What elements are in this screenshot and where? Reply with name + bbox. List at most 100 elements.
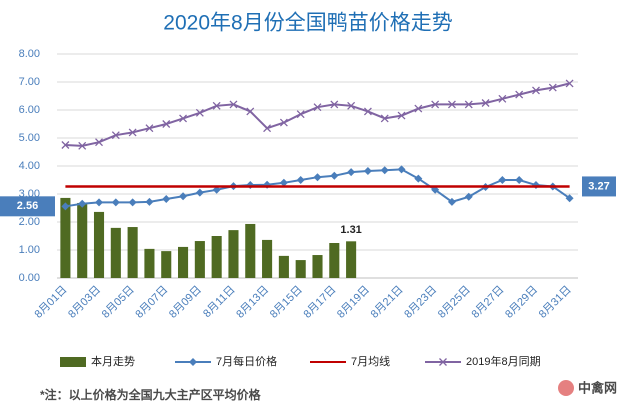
x-tick-label: 8月11日 bbox=[201, 284, 237, 320]
point bbox=[515, 90, 524, 99]
note: *注：以上价格为全国九大主产区平均价格 bbox=[40, 387, 262, 402]
point bbox=[330, 171, 339, 180]
point bbox=[515, 176, 524, 184]
x-tick-label: 8月17日 bbox=[301, 284, 338, 321]
point bbox=[481, 99, 490, 107]
x-tick-label: 8月31日 bbox=[537, 284, 574, 321]
x-tick-label: 8月23日 bbox=[402, 284, 439, 321]
point bbox=[464, 100, 473, 109]
bar bbox=[127, 227, 138, 278]
point bbox=[565, 194, 574, 203]
y-tick-label: 0.00 bbox=[19, 272, 40, 284]
point bbox=[447, 100, 456, 109]
y-tick-label: 6.00 bbox=[19, 104, 40, 116]
x-tick-label: 8月15日 bbox=[268, 284, 305, 321]
point bbox=[548, 83, 557, 92]
bar bbox=[77, 202, 88, 278]
point bbox=[246, 107, 255, 116]
bar bbox=[110, 227, 121, 278]
point bbox=[229, 100, 238, 109]
point bbox=[347, 168, 356, 177]
point bbox=[380, 114, 389, 123]
point bbox=[162, 195, 171, 204]
data-label: 1.31 bbox=[340, 224, 361, 236]
point bbox=[128, 198, 137, 207]
y-tick-label: 8.00 bbox=[19, 48, 40, 60]
point bbox=[279, 178, 288, 187]
bar bbox=[178, 246, 189, 278]
point bbox=[414, 104, 423, 113]
legend-label: 2019年8月同期 bbox=[466, 354, 541, 368]
x-tick-label: 8月05日 bbox=[100, 284, 137, 321]
point bbox=[145, 197, 154, 206]
chart-title: 2020年8月份全国鸭苗价格走势 bbox=[163, 12, 452, 35]
point bbox=[111, 198, 120, 207]
point bbox=[532, 86, 540, 95]
y-tick-label: 1.00 bbox=[19, 244, 40, 256]
point bbox=[414, 174, 423, 183]
x-tick-label: 8月01日 bbox=[33, 284, 70, 321]
point bbox=[313, 173, 322, 182]
point bbox=[565, 79, 574, 88]
point bbox=[380, 166, 389, 175]
data-label-box bbox=[582, 176, 616, 197]
brand: 中禽网 bbox=[578, 380, 617, 395]
x-tick-label: 8月19日 bbox=[335, 284, 372, 321]
point bbox=[212, 101, 221, 110]
bar bbox=[346, 241, 357, 278]
bar bbox=[228, 230, 239, 278]
point bbox=[61, 141, 70, 149]
x-tick-label: 8月13日 bbox=[234, 284, 271, 321]
bar bbox=[262, 239, 273, 278]
point bbox=[263, 124, 272, 133]
line bbox=[65, 82, 570, 147]
point bbox=[464, 192, 473, 201]
bar bbox=[295, 260, 306, 278]
legend-label: 7月每日价格 bbox=[216, 354, 277, 368]
x-tick-label: 8月03日 bbox=[66, 284, 103, 321]
point bbox=[212, 185, 221, 194]
bar bbox=[60, 197, 71, 278]
point bbox=[498, 94, 507, 103]
legend-label: 7月均线 bbox=[351, 354, 390, 368]
point bbox=[279, 118, 288, 127]
point bbox=[195, 188, 204, 197]
point bbox=[330, 100, 339, 109]
point bbox=[363, 107, 372, 116]
bar bbox=[312, 255, 323, 278]
point bbox=[111, 131, 120, 140]
bar bbox=[194, 241, 205, 278]
x-tick-label: 8月07日 bbox=[133, 284, 170, 321]
bar bbox=[329, 243, 340, 278]
data-label: 3.27 bbox=[588, 180, 609, 192]
point bbox=[397, 165, 406, 174]
point bbox=[246, 181, 255, 190]
point bbox=[347, 101, 356, 110]
y-tick-label: 5.00 bbox=[19, 132, 40, 144]
x-tick-label: 8月29日 bbox=[503, 284, 540, 321]
point bbox=[78, 141, 87, 150]
point bbox=[296, 176, 305, 184]
y-tick-label: 4.00 bbox=[19, 160, 40, 172]
point bbox=[313, 103, 322, 112]
bar bbox=[278, 255, 289, 278]
bar bbox=[144, 248, 155, 278]
x-tick-label: 8月09日 bbox=[167, 284, 204, 321]
point bbox=[95, 198, 104, 207]
point bbox=[78, 199, 87, 208]
point bbox=[179, 192, 188, 201]
legend-marker bbox=[189, 358, 197, 366]
point bbox=[498, 176, 507, 184]
point bbox=[431, 100, 440, 109]
point bbox=[397, 111, 406, 120]
point bbox=[61, 202, 70, 211]
point bbox=[447, 197, 456, 206]
point bbox=[162, 120, 171, 128]
point bbox=[179, 114, 188, 123]
bar bbox=[245, 223, 256, 278]
legend-swatch bbox=[60, 357, 86, 367]
bar bbox=[211, 236, 222, 278]
legend-marker bbox=[439, 358, 447, 366]
point bbox=[531, 181, 540, 190]
